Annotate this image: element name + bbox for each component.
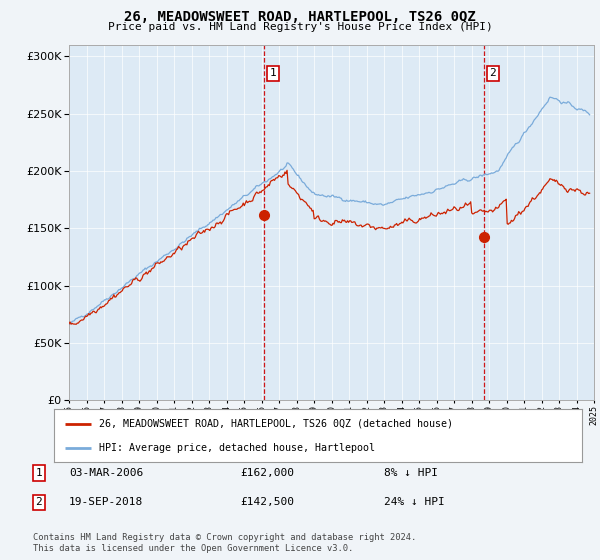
Text: 26, MEADOWSWEET ROAD, HARTLEPOOL, TS26 0QZ (detached house): 26, MEADOWSWEET ROAD, HARTLEPOOL, TS26 0… xyxy=(99,419,453,429)
Text: 24% ↓ HPI: 24% ↓ HPI xyxy=(384,497,445,507)
Text: HPI: Average price, detached house, Hartlepool: HPI: Average price, detached house, Hart… xyxy=(99,443,375,453)
Text: Contains HM Land Registry data © Crown copyright and database right 2024.
This d: Contains HM Land Registry data © Crown c… xyxy=(33,533,416,553)
Text: 19-SEP-2018: 19-SEP-2018 xyxy=(69,497,143,507)
Text: £162,000: £162,000 xyxy=(240,468,294,478)
Text: 2: 2 xyxy=(35,497,43,507)
Text: 1: 1 xyxy=(35,468,43,478)
Text: 1: 1 xyxy=(270,68,277,78)
Text: £142,500: £142,500 xyxy=(240,497,294,507)
Text: 03-MAR-2006: 03-MAR-2006 xyxy=(69,468,143,478)
Text: Price paid vs. HM Land Registry's House Price Index (HPI): Price paid vs. HM Land Registry's House … xyxy=(107,22,493,32)
Text: 26, MEADOWSWEET ROAD, HARTLEPOOL, TS26 0QZ: 26, MEADOWSWEET ROAD, HARTLEPOOL, TS26 0… xyxy=(124,10,476,24)
Text: 2: 2 xyxy=(490,68,496,78)
Text: 8% ↓ HPI: 8% ↓ HPI xyxy=(384,468,438,478)
